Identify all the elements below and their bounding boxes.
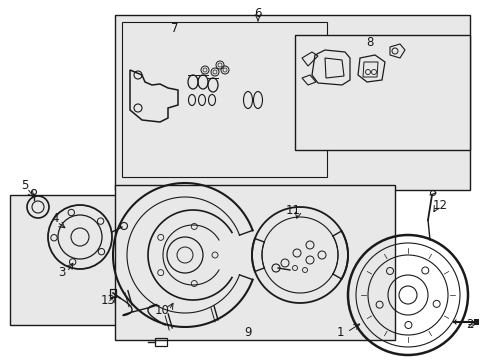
Bar	[473, 319, 478, 325]
Text: 3: 3	[58, 266, 65, 279]
Text: 12: 12	[431, 198, 447, 212]
Text: 4: 4	[51, 212, 59, 225]
Text: 9: 9	[244, 327, 251, 339]
Bar	[10, 195, 125, 325]
Text: 10: 10	[154, 303, 169, 316]
Bar	[115, 15, 469, 190]
Text: 1: 1	[336, 325, 343, 338]
Bar	[294, 35, 469, 150]
Text: 5: 5	[21, 179, 29, 192]
Text: 8: 8	[366, 36, 373, 49]
Text: 2: 2	[465, 319, 473, 332]
Text: 13: 13	[101, 293, 115, 306]
Text: 11: 11	[285, 203, 300, 216]
Text: 6: 6	[254, 6, 261, 19]
Bar	[155, 338, 167, 346]
Bar	[122, 22, 326, 177]
Bar	[115, 185, 394, 340]
Bar	[110, 289, 116, 297]
Text: 7: 7	[171, 22, 179, 35]
